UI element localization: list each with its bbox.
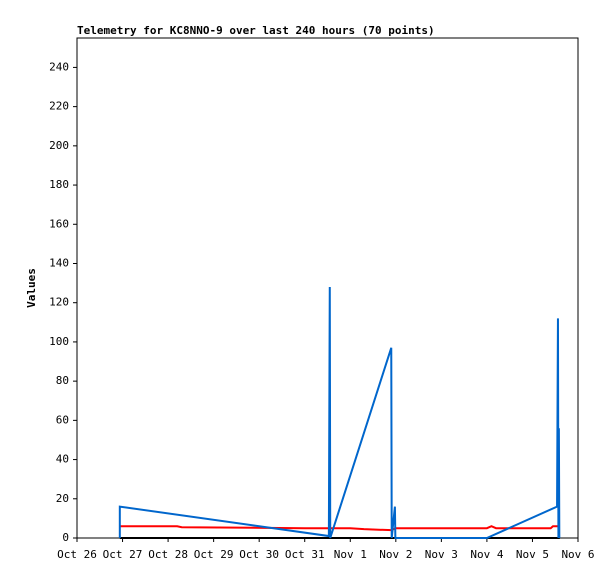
y-tick-label: 180: [49, 178, 69, 191]
x-tick-label: Nov 2: [379, 548, 412, 561]
x-tick-label: Oct 30: [239, 548, 279, 561]
y-tick-label: 100: [49, 335, 69, 348]
y-axis-label: Values: [25, 268, 38, 308]
x-tick-label: Nov 3: [425, 548, 458, 561]
x-tick-label: Oct 26: [57, 548, 97, 561]
y-tick-label: 140: [49, 256, 69, 269]
y-tick-label: 20: [56, 492, 69, 505]
y-tick-label: 160: [49, 217, 69, 230]
x-tick-label: Nov 1: [334, 548, 367, 561]
x-tick-label: Oct 29: [194, 548, 234, 561]
x-tick-label: Nov 5: [516, 548, 549, 561]
x-tick-label: Nov 6: [561, 548, 594, 561]
y-tick-label: 60: [56, 413, 69, 426]
y-tick-label: 200: [49, 139, 69, 152]
y-tick-label: 80: [56, 374, 69, 387]
y-tick-label: 220: [49, 100, 69, 113]
chart-title: Telemetry for KC8NNO-9 over last 240 hou…: [77, 24, 435, 37]
y-tick-label: 0: [62, 531, 69, 544]
y-tick-label: 120: [49, 296, 69, 309]
series-line: [119, 525, 560, 532]
x-tick-label: Nov 4: [470, 548, 503, 561]
x-tick-label: Oct 28: [148, 548, 188, 561]
x-tick-label: Oct 27: [103, 548, 143, 561]
y-tick-label: 240: [49, 60, 69, 73]
series-line: [118, 287, 561, 539]
x-tick-label: Oct 31: [285, 548, 325, 561]
plot-frame: [76, 37, 579, 539]
y-tick-label: 40: [56, 453, 69, 466]
